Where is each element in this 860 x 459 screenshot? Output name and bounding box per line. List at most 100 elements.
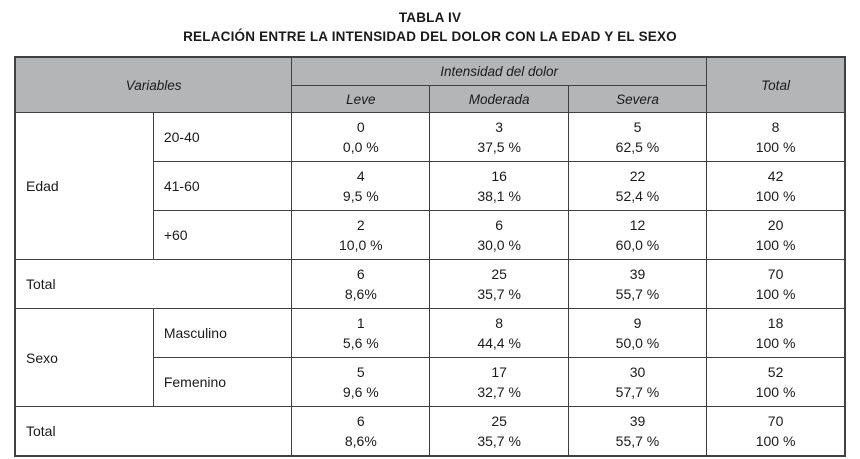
cell-percent: 62,5 % bbox=[615, 139, 660, 156]
cell-percent: 10,0 % bbox=[339, 237, 383, 254]
data-cell: 3 37,5 % bbox=[429, 112, 569, 163]
header-total: Total bbox=[706, 56, 846, 114]
cell-count: 5 bbox=[356, 363, 365, 380]
cell-percent: 100 % bbox=[755, 335, 796, 352]
cell-count: 1 bbox=[356, 314, 365, 331]
data-cell: 8 44,4 % bbox=[429, 308, 569, 359]
cell-percent: 55,7 % bbox=[615, 286, 660, 303]
cell-count: 22 bbox=[629, 167, 646, 184]
data-cell: 6 8,6% bbox=[291, 406, 431, 457]
cell-count: 18 bbox=[767, 314, 784, 331]
data-cell: 6 8,6% bbox=[291, 259, 431, 310]
row-label: Masculino bbox=[152, 308, 293, 359]
header-intensity: Intensidad del dolor bbox=[291, 56, 708, 87]
header-row-1: Variables Intensidad del dolor Total bbox=[14, 56, 846, 114]
table-row: Edad 20-40 0 0,0 % 3 37,5 % 5 62,5 % 8 1… bbox=[14, 112, 846, 261]
cell-percent: 0,0 % bbox=[342, 139, 379, 156]
cell-percent: 52,4 % bbox=[615, 188, 660, 205]
cell-count: 25 bbox=[491, 412, 507, 429]
header-leve: Leve bbox=[291, 85, 431, 114]
cell-count: 6 bbox=[495, 216, 504, 233]
cell-count: 17 bbox=[491, 363, 507, 380]
data-cell: 8 100 % bbox=[706, 112, 846, 163]
data-cell: 42 100 % bbox=[706, 161, 846, 212]
total-row: Total 6 8,6% 25 35,7 % 39 55,7 % 70 100 … bbox=[14, 259, 846, 310]
row-label: 20-40 bbox=[152, 112, 293, 163]
group-label-sexo: Sexo bbox=[14, 308, 154, 408]
table-row: Sexo Masculino 1 5,6 % 8 44,4 % 9 50,0 %… bbox=[14, 308, 846, 408]
cell-percent: 38,1 % bbox=[477, 188, 521, 205]
cell-count: 4 bbox=[356, 167, 365, 184]
data-cell: 4 9,5 % bbox=[291, 161, 431, 212]
row-label: 41-60 bbox=[152, 161, 293, 212]
cell-percent: 35,7 % bbox=[477, 433, 521, 450]
cell-percent: 5,6 % bbox=[342, 335, 379, 352]
cell-count: 6 bbox=[356, 412, 365, 429]
cell-percent: 57,7 % bbox=[615, 384, 660, 401]
header-severa: Severa bbox=[567, 85, 708, 114]
cell-percent: 8,6% bbox=[344, 286, 377, 303]
data-cell: 12 60,0 % bbox=[567, 210, 708, 261]
cell-count: 30 bbox=[629, 363, 646, 380]
cell-percent: 44,4 % bbox=[477, 335, 521, 352]
cell-percent: 100 % bbox=[755, 139, 796, 156]
cell-count: 0 bbox=[356, 118, 365, 135]
cell-percent: 9,5 % bbox=[342, 188, 379, 205]
group-label-edad: Edad bbox=[14, 112, 154, 261]
cell-count: 3 bbox=[495, 118, 504, 135]
cell-count: 5 bbox=[633, 118, 642, 135]
data-cell: 70 100 % bbox=[706, 406, 846, 457]
cell-percent: 9,6 % bbox=[342, 384, 379, 401]
cell-count: 9 bbox=[633, 314, 642, 331]
data-cell: 22 52,4 % bbox=[567, 161, 708, 212]
cell-count: 39 bbox=[629, 412, 646, 429]
data-cell: 0 0,0 % bbox=[291, 112, 431, 163]
cell-percent: 32,7 % bbox=[477, 384, 521, 401]
cell-count: 25 bbox=[491, 265, 507, 282]
cell-count: 20 bbox=[767, 216, 784, 233]
cell-percent: 55,7 % bbox=[615, 433, 660, 450]
cell-percent: 100 % bbox=[755, 237, 796, 254]
cell-percent: 37,5 % bbox=[477, 139, 521, 156]
data-cell: 39 55,7 % bbox=[567, 259, 708, 310]
data-cell: 5 62,5 % bbox=[567, 112, 708, 163]
table-row: +60 2 10,0 % 6 30,0 % 12 60,0 % 20 100 % bbox=[15, 210, 846, 261]
cell-percent: 30,0 % bbox=[477, 237, 521, 254]
header-variables: Variables bbox=[14, 56, 293, 114]
data-cell: 17 32,7 % bbox=[429, 357, 569, 408]
row-label: Femenino bbox=[152, 357, 293, 408]
row-label: +60 bbox=[152, 210, 293, 261]
cell-count: 8 bbox=[771, 118, 780, 135]
data-cell: 5 9,6 % bbox=[291, 357, 431, 408]
data-cell: 25 35,7 % bbox=[429, 406, 569, 457]
data-cell: 1 5,6 % bbox=[291, 308, 431, 359]
cell-count: 8 bbox=[495, 314, 504, 331]
cell-count: 52 bbox=[767, 363, 784, 380]
cell-count: 42 bbox=[767, 167, 784, 184]
cell-percent: 100 % bbox=[755, 188, 796, 205]
header-row-2: Leve Moderada Severa bbox=[15, 85, 845, 114]
data-cell: 39 55,7 % bbox=[567, 406, 708, 457]
data-table: Variables Intensidad del dolor Total Lev… bbox=[14, 55, 846, 457]
data-cell: 18 100 % bbox=[706, 308, 846, 359]
cell-count: 70 bbox=[767, 412, 784, 429]
header-moderada: Moderada bbox=[429, 85, 569, 114]
data-cell: 70 100 % bbox=[706, 259, 846, 310]
data-cell: 9 50,0 % bbox=[567, 308, 708, 359]
cell-percent: 100 % bbox=[755, 433, 796, 450]
cell-percent: 50,0 % bbox=[615, 335, 660, 352]
data-cell: 52 100 % bbox=[706, 357, 846, 408]
table-title: TABLA IV bbox=[398, 10, 462, 25]
total-row-label: Total bbox=[14, 259, 293, 310]
cell-count: 12 bbox=[629, 216, 646, 233]
cell-count: 16 bbox=[491, 167, 507, 184]
table-head: Variables Intensidad del dolor Total Lev… bbox=[14, 56, 846, 114]
table-subtitle: RELACIÓN ENTRE LA INTENSIDAD DEL DOLOR C… bbox=[183, 28, 677, 44]
cell-percent: 35,7 % bbox=[477, 286, 521, 303]
cell-count: 39 bbox=[629, 265, 646, 282]
cell-count: 70 bbox=[767, 265, 784, 282]
total-row-label: Total bbox=[14, 406, 293, 457]
data-cell: 30 57,7 % bbox=[567, 357, 708, 408]
cell-percent: 60,0 % bbox=[615, 237, 660, 254]
table-body: Edad 20-40 0 0,0 % 3 37,5 % 5 62,5 % 8 1… bbox=[14, 112, 846, 457]
